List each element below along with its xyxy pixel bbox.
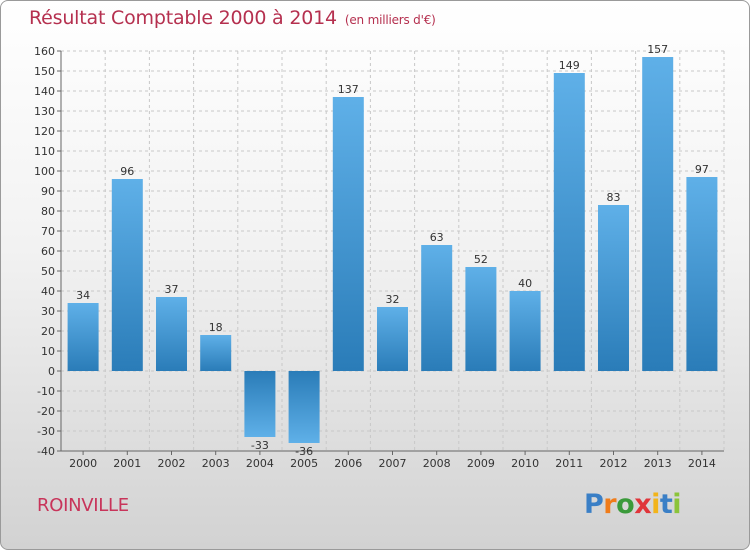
x-tick-label: 2008: [423, 457, 451, 470]
data-label: 157: [647, 43, 668, 56]
bar: [332, 97, 364, 371]
data-label: 97: [695, 163, 709, 176]
data-label: 83: [607, 191, 621, 204]
data-label: 40: [518, 277, 532, 290]
y-tick-label: 60: [41, 245, 55, 258]
y-tick-label: -30: [37, 425, 55, 438]
y-tick-label: 20: [41, 325, 55, 338]
data-label: -33: [251, 439, 269, 452]
city-name: ROINVILLE: [37, 495, 129, 516]
data-label: 32: [386, 293, 400, 306]
y-tick-label: 160: [34, 45, 55, 58]
y-tick-label: 30: [41, 305, 55, 318]
x-tick-label: 2004: [246, 457, 274, 470]
logo-letter: i: [672, 489, 682, 520]
logo-letter: i: [651, 489, 660, 520]
title-text: Résultat Comptable 2000 à 2014: [29, 7, 337, 29]
y-tick-label: 50: [41, 265, 55, 278]
chart-subtitle: (en milliers d'€): [344, 13, 436, 27]
x-tick-label: 2003: [202, 457, 230, 470]
y-tick-label: 130: [34, 105, 55, 118]
bar: [465, 267, 497, 371]
y-tick-label: 80: [41, 205, 55, 218]
bar: [200, 335, 232, 371]
y-tick-label: 10: [41, 345, 55, 358]
x-tick-label: 2014: [688, 457, 716, 470]
x-tick-label: 2013: [644, 457, 672, 470]
x-tick-label: 2000: [69, 457, 97, 470]
data-label: 149: [559, 59, 580, 72]
logo-letter: t: [659, 489, 673, 520]
x-tick-label: 2011: [555, 457, 583, 470]
data-label: 137: [338, 83, 359, 96]
y-tick-label: 100: [34, 165, 55, 178]
data-label: 63: [430, 231, 444, 244]
data-label: 18: [209, 321, 223, 334]
x-tick-label: 2001: [113, 457, 141, 470]
x-tick-label: 2005: [290, 457, 318, 470]
proxiti-logo: Proxiti: [584, 489, 682, 520]
y-tick-label: 70: [41, 225, 55, 238]
y-tick-label: -40: [37, 445, 55, 458]
y-tick-label: 150: [34, 65, 55, 78]
bar: [598, 205, 629, 371]
logo-letter: r: [603, 489, 617, 520]
y-tick-label: 0: [48, 365, 55, 378]
y-tick-label: 140: [34, 85, 55, 98]
x-tick-label: 2009: [467, 457, 495, 470]
chart-title: Résultat Comptable 2000 à 2014 (en millie…: [29, 7, 436, 29]
y-tick-label: 40: [41, 285, 55, 298]
bar: [288, 371, 320, 443]
logo-letter: x: [634, 489, 652, 520]
x-tick-label: 2007: [379, 457, 407, 470]
bar: [156, 297, 187, 371]
y-tick-label: -10: [37, 385, 55, 398]
data-label: 52: [474, 253, 488, 266]
x-tick-label: 2010: [511, 457, 539, 470]
bar: [553, 73, 585, 371]
bar: [111, 179, 143, 371]
bar: [377, 307, 408, 371]
data-label: 37: [165, 283, 179, 296]
y-tick-label: 90: [41, 185, 55, 198]
bar: [642, 57, 674, 371]
bar: [509, 291, 541, 371]
y-tick-label: 120: [34, 125, 55, 138]
data-label: 34: [76, 289, 90, 302]
bar: [244, 371, 276, 437]
bar: [686, 177, 718, 371]
x-tick-label: 2002: [158, 457, 186, 470]
logo-letter: o: [616, 489, 635, 520]
y-tick-label: -20: [37, 405, 55, 418]
data-label: 96: [120, 165, 134, 178]
logo-letter: P: [584, 489, 604, 520]
bar: [67, 303, 99, 371]
x-tick-label: 2012: [600, 457, 628, 470]
x-tick-label: 2006: [334, 457, 362, 470]
y-tick-label: 110: [34, 145, 55, 158]
bar: [421, 245, 453, 371]
